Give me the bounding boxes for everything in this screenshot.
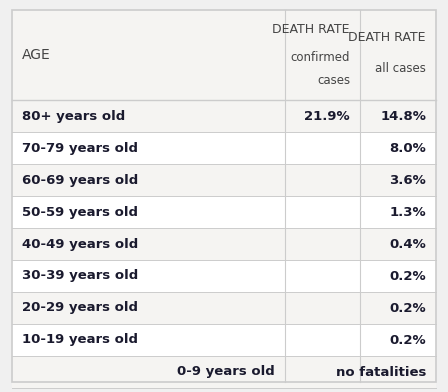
- Bar: [12, 228, 436, 260]
- Text: cases: cases: [317, 74, 350, 87]
- Bar: [12, 356, 436, 388]
- Text: 50-59 years old: 50-59 years old: [22, 205, 138, 218]
- Bar: [12, 10, 436, 100]
- Text: 30-39 years old: 30-39 years old: [22, 270, 138, 283]
- Text: confirmed: confirmed: [290, 51, 350, 64]
- Bar: [12, 292, 436, 324]
- Bar: [12, 260, 436, 292]
- Text: 40-49 years old: 40-49 years old: [22, 238, 138, 250]
- Text: 0-9 years old: 0-9 years old: [177, 365, 275, 379]
- Text: 70-79 years old: 70-79 years old: [22, 142, 138, 154]
- Bar: [12, 196, 436, 228]
- Text: 1.3%: 1.3%: [389, 205, 426, 218]
- Bar: [12, 164, 436, 196]
- Text: DEATH RATE: DEATH RATE: [349, 31, 426, 44]
- Text: 8.0%: 8.0%: [389, 142, 426, 154]
- Text: 0.4%: 0.4%: [389, 238, 426, 250]
- Bar: [12, 132, 436, 164]
- Bar: [12, 100, 436, 132]
- Text: 14.8%: 14.8%: [380, 109, 426, 123]
- Text: 21.9%: 21.9%: [304, 109, 350, 123]
- Text: all cases: all cases: [375, 62, 426, 75]
- Text: 10-19 years old: 10-19 years old: [22, 334, 138, 347]
- Text: 80+ years old: 80+ years old: [22, 109, 125, 123]
- Text: 0.2%: 0.2%: [389, 270, 426, 283]
- Text: DEATH RATE: DEATH RATE: [272, 23, 350, 36]
- Text: 3.6%: 3.6%: [389, 174, 426, 187]
- Text: no fatalities: no fatalities: [336, 365, 426, 379]
- Text: 60-69 years old: 60-69 years old: [22, 174, 138, 187]
- Text: 0.2%: 0.2%: [389, 334, 426, 347]
- Text: AGE: AGE: [22, 48, 51, 62]
- Text: 20-29 years old: 20-29 years old: [22, 301, 138, 314]
- Text: 0.2%: 0.2%: [389, 301, 426, 314]
- Bar: [12, 324, 436, 356]
